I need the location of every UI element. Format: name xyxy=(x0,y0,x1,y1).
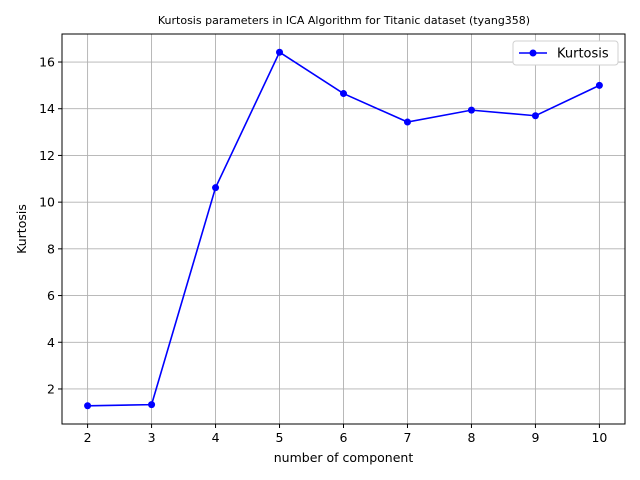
x-tick-label: 5 xyxy=(276,430,284,445)
data-point xyxy=(467,106,475,114)
y-tick-label: 6 xyxy=(47,288,55,303)
legend-label: Kurtosis xyxy=(557,47,609,62)
x-tick-label: 6 xyxy=(340,430,348,445)
legend-marker xyxy=(529,49,537,57)
chart-title: Kurtosis parameters in ICA Algorithm for… xyxy=(158,14,530,27)
y-tick-label: 12 xyxy=(39,148,55,163)
series-layer xyxy=(84,48,603,410)
grid xyxy=(62,34,625,424)
y-tick-label: 4 xyxy=(47,335,55,350)
x-tick-label: 7 xyxy=(404,430,412,445)
legend-box xyxy=(512,40,619,66)
x-tick-label: 2 xyxy=(84,430,92,445)
axis-ticks: 2 3 4 5 6 7 8 9 10 2 4 6 8 10 12 14 16 xyxy=(39,55,607,445)
y-tick-label: 14 xyxy=(39,101,55,116)
y-tick-label: 2 xyxy=(47,381,55,396)
x-axis-label: number of component xyxy=(274,450,414,465)
y-tick-label: 10 xyxy=(39,195,55,210)
y-axis-label: Kurtosis xyxy=(14,204,29,254)
data-point xyxy=(595,81,603,89)
data-point xyxy=(403,118,411,126)
y-tick-label: 8 xyxy=(47,241,55,256)
x-tick-label: 4 xyxy=(212,430,220,445)
x-tick-label: 8 xyxy=(467,430,475,445)
plot-frame xyxy=(61,33,626,425)
data-point xyxy=(276,48,284,56)
data-point xyxy=(340,90,347,98)
legend: Kurtosis xyxy=(512,40,619,66)
data-point xyxy=(212,184,220,192)
data-point xyxy=(148,401,156,409)
y-tick-label: 16 xyxy=(39,55,55,70)
x-tick-label: 9 xyxy=(531,430,539,445)
x-tick-label: 10 xyxy=(591,430,607,445)
data-point xyxy=(84,402,92,410)
data-point xyxy=(531,112,539,120)
x-tick-label: 3 xyxy=(148,430,156,445)
